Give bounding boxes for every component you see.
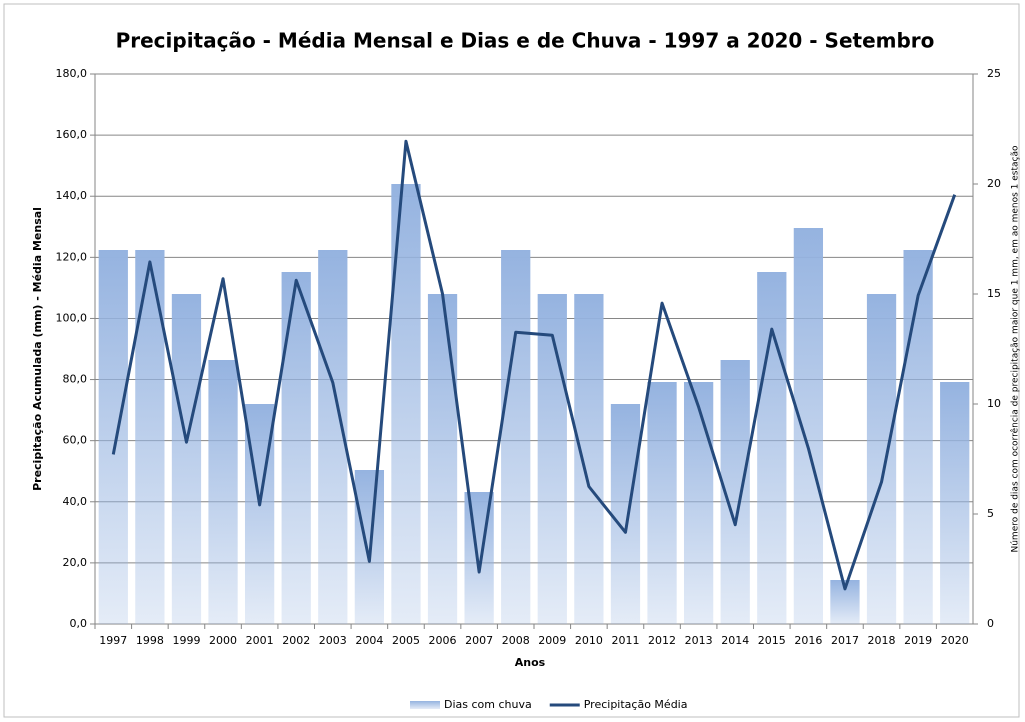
bar [757,272,787,624]
bar [903,250,933,624]
y2-axis-label: Número de dias com ocorrência de precipi… [1010,145,1021,552]
bar [647,382,677,624]
x-tick-label: 2017 [831,634,859,647]
y-tick-label: 100,0 [56,311,88,324]
y2-tick-label: 15 [987,287,1001,300]
bar [683,382,714,624]
y2-tick-label: 25 [987,67,1001,80]
legend-label: Precipitação Média [584,698,688,711]
x-axis-label: Anos [515,656,546,669]
bar [171,294,202,624]
chart-title: Precipitação - Média Mensal e Dias e de … [116,29,935,53]
y-axis-label: Precipitação Acumulada (mm) - Média Mens… [31,207,44,491]
y-tick-label: 0,0 [70,617,88,630]
x-tick-label: 2001 [246,634,274,647]
y-tick-label: 80,0 [63,373,88,386]
x-tick-label: 1999 [172,634,200,647]
x-tick-label: 2011 [611,634,639,647]
bar [537,294,567,624]
bar [610,404,641,624]
y2-tick-label: 0 [987,617,994,630]
x-tick-label: 2020 [941,634,969,647]
x-tick-label: 2009 [538,634,566,647]
y-tick-label: 160,0 [56,128,88,141]
x-tick-label: 1997 [99,634,127,647]
x-tick-label: 2000 [209,634,237,647]
x-tick-label: 2019 [904,634,932,647]
x-tick-label: 2018 [868,634,896,647]
x-tick-label: 2015 [758,634,786,647]
x-tick-label: 2006 [429,634,457,647]
legend-label: Dias com chuva [444,698,532,711]
x-tick-label: 1998 [136,634,164,647]
x-tick-label: 2007 [465,634,493,647]
y-tick-label: 180,0 [56,67,88,80]
bar [574,294,604,624]
x-tick-label: 2008 [502,634,530,647]
y2-tick-label: 10 [987,397,1001,410]
legend-swatch [410,701,440,709]
bar [98,250,128,624]
x-tick-label: 2016 [794,634,822,647]
y-tick-label: 40,0 [63,495,88,508]
bar [208,360,238,624]
y2-tick-label: 20 [987,177,1001,190]
y2-tick-label: 5 [987,507,994,520]
x-tick-label: 2014 [721,634,749,647]
y-tick-label: 120,0 [56,250,88,263]
bar [793,228,824,624]
x-tick-label: 2003 [319,634,347,647]
x-tick-label: 2002 [282,634,310,647]
line [111,139,957,591]
bar [866,294,897,624]
bar [427,294,458,624]
bar [501,250,531,624]
x-tick-label: 2005 [392,634,420,647]
x-tick-label: 2013 [685,634,713,647]
bar [281,272,311,624]
x-tick-label: 2012 [648,634,676,647]
x-tick-label: 2004 [355,634,383,647]
bar [940,382,970,624]
y-tick-label: 140,0 [56,189,88,202]
y-tick-label: 20,0 [63,556,88,569]
y-tick-label: 60,0 [63,434,88,447]
x-tick-label: 2010 [575,634,603,647]
